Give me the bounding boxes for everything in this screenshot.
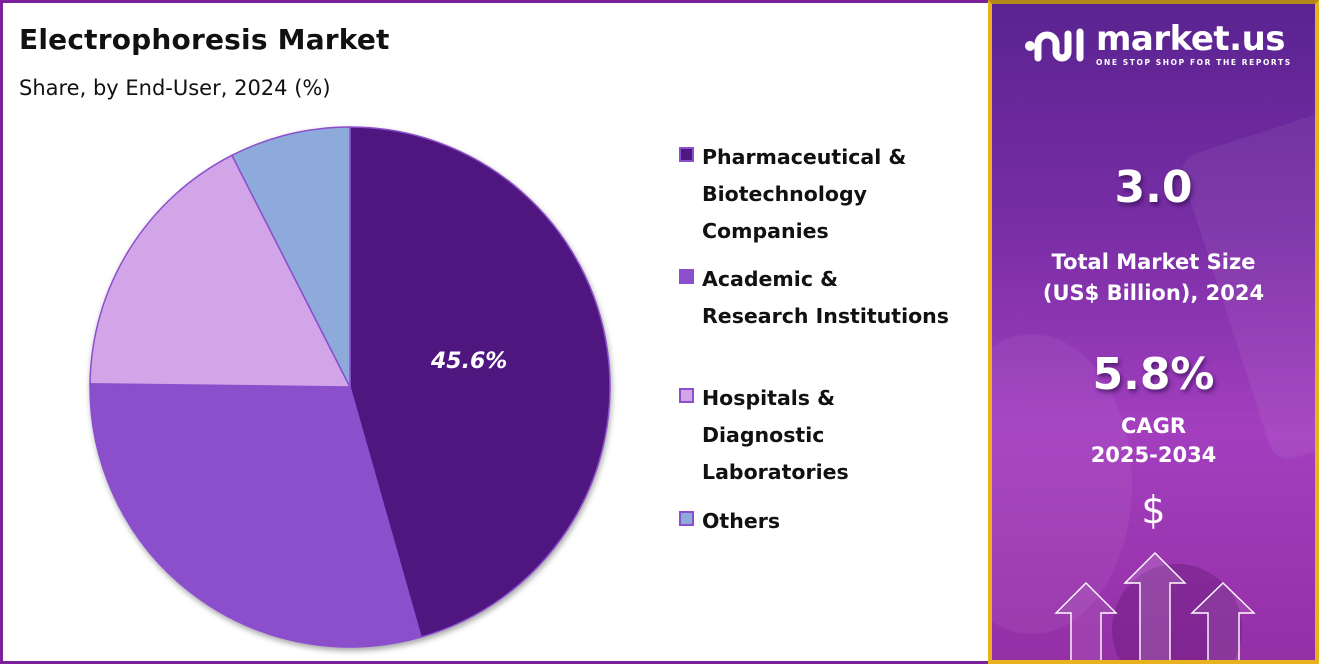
legend-swatch xyxy=(679,147,694,162)
market-size-value: 3.0 xyxy=(1114,162,1193,213)
pie-slice-pharmaceutical[interactable] xyxy=(349,126,611,639)
pie-svg xyxy=(89,126,611,648)
background-decoration xyxy=(1112,564,1242,660)
slice-label-pharmaceutical: 45.6% xyxy=(431,349,508,374)
summary-panel: market.us ONE STOP SHOP FOR THE REPORTS … xyxy=(988,0,1319,664)
chart-title: Electrophoresis Market xyxy=(19,23,390,56)
pie-chart xyxy=(78,116,623,661)
growth-arrows-icon xyxy=(1054,552,1256,660)
cagr-label-line2: 2025-2034 xyxy=(1090,443,1217,467)
market-size-label-line1: Total Market Size xyxy=(1051,250,1256,274)
brand-tagline: ONE STOP SHOP FOR THE REPORTS xyxy=(1096,58,1292,67)
pie-slice-academic[interactable] xyxy=(89,382,422,648)
brand-logo: market.us ONE STOP SHOP FOR THE REPORTS xyxy=(1024,22,1292,67)
chart-subtitle: Share, by End-User, 2024 (%) xyxy=(19,76,331,100)
cagr-label-line1: CAGR xyxy=(1120,414,1187,438)
legend-item-academic[interactable]: Academic & Research Institutions xyxy=(679,261,949,335)
brand-name: market.us xyxy=(1096,19,1286,59)
legend-swatch xyxy=(679,511,694,526)
pie-slice-hospitals[interactable] xyxy=(89,154,352,388)
pie-slice-others[interactable] xyxy=(230,126,351,388)
cagr-value: 5.8% xyxy=(1092,349,1215,400)
legend-item-pharmaceutical[interactable]: Pharmaceutical & Biotechnology Companies xyxy=(679,139,906,250)
legend-label: Academic & Research Institutions xyxy=(702,267,949,328)
market-size-label-line2: (US$ Billion), 2024 xyxy=(1042,281,1265,305)
legend-swatch xyxy=(679,269,694,284)
dollar-icon: $ xyxy=(1141,488,1166,532)
legend-label: Hospitals & Diagnostic Laboratories xyxy=(702,386,849,484)
chart-panel: Electrophoresis Market Share, by End-Use… xyxy=(0,0,988,664)
legend-item-hospitals[interactable]: Hospitals & Diagnostic Laboratories xyxy=(679,380,849,491)
legend-label: Others xyxy=(702,509,781,533)
legend-swatch xyxy=(679,388,694,403)
legend-item-others[interactable]: Others xyxy=(679,503,780,540)
market-us-logo-icon xyxy=(1025,28,1084,61)
legend-label: Pharmaceutical & Biotechnology Companies xyxy=(702,145,907,243)
